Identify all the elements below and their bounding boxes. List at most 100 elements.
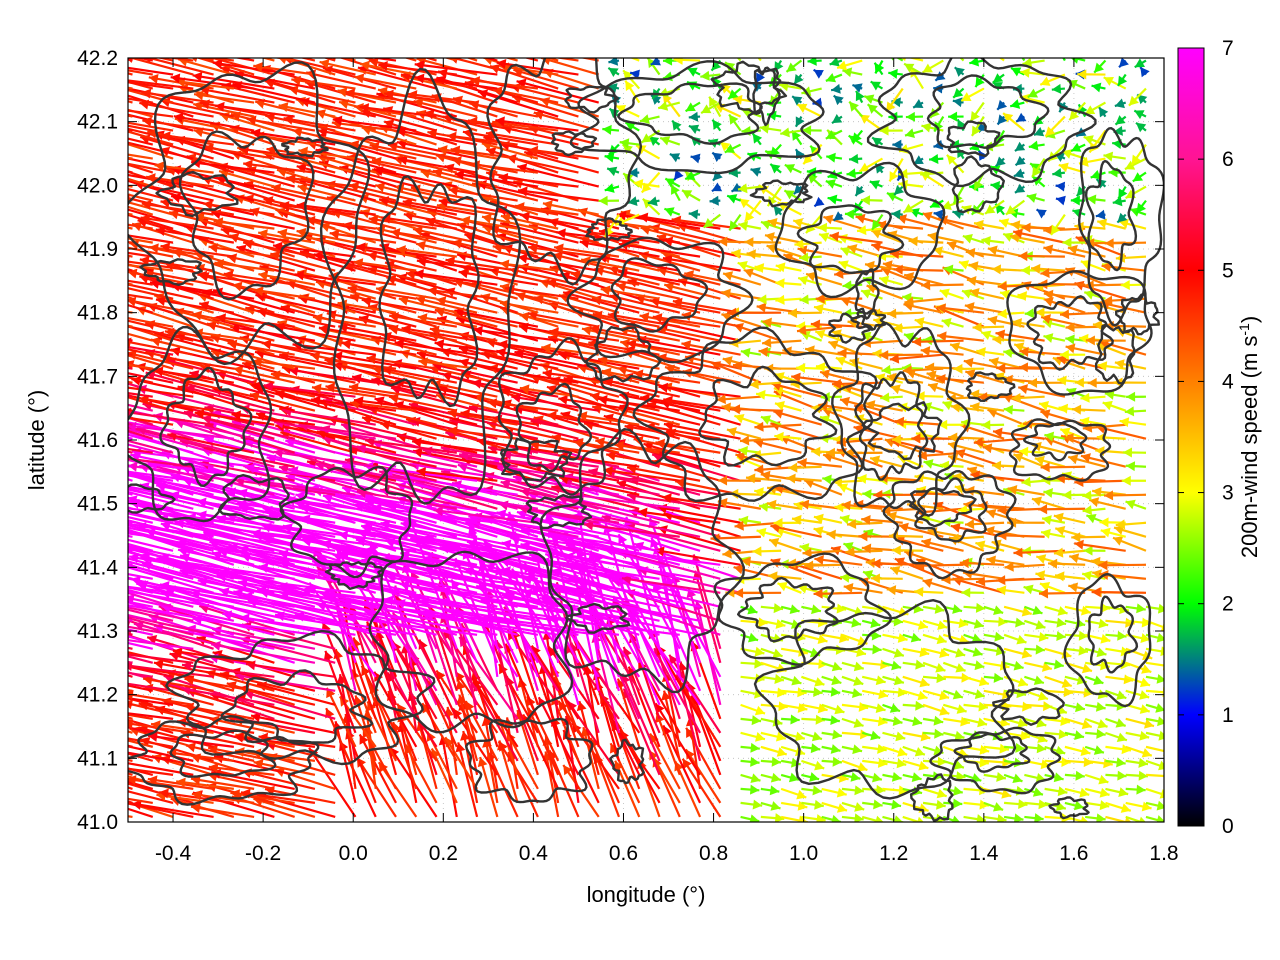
wind-arrow-head bbox=[73, 789, 83, 799]
wind-arrow-head bbox=[1098, 774, 1109, 785]
wind-arrow-head bbox=[56, 682, 66, 692]
wind-arrow-shaft bbox=[396, 483, 518, 524]
wind-arrow-head bbox=[1141, 801, 1152, 812]
wind-arrow-head bbox=[1096, 728, 1106, 739]
wind-arrow-shaft bbox=[518, 677, 539, 748]
wind-arrow-head bbox=[815, 362, 826, 373]
wind-arrow-head bbox=[894, 815, 903, 822]
wind-arrow-head bbox=[986, 508, 997, 519]
wind-arrow-head bbox=[67, 369, 77, 379]
wind-arrow-shaft bbox=[516, 709, 539, 776]
wind-arrow-head bbox=[856, 647, 866, 658]
wind-arrow-shaft bbox=[128, 608, 174, 622]
wind-arrow-shaft bbox=[483, 716, 499, 790]
wind-arrow-head bbox=[85, 215, 95, 225]
wind-arrow-head bbox=[50, 518, 60, 528]
wind-arrow-head bbox=[148, 731, 158, 742]
wind-arrow-head bbox=[813, 687, 823, 697]
wind-arrow-shaft bbox=[592, 518, 701, 552]
wind-arrow-head bbox=[770, 772, 781, 783]
wind-arrow-shaft bbox=[128, 501, 194, 524]
wind-arrow-head bbox=[1156, 632, 1164, 643]
wind-arrow-head bbox=[833, 211, 844, 221]
wind-arrow-shaft bbox=[181, 687, 275, 706]
wind-arrow-head bbox=[1073, 800, 1084, 811]
wind-arrow-head bbox=[37, 506, 47, 516]
wind-arrow-head bbox=[875, 703, 886, 714]
wind-arrow-head bbox=[64, 745, 74, 755]
wind-arrow-head bbox=[128, 719, 134, 730]
wind-arrow-head bbox=[1017, 677, 1028, 687]
wind-arrow-head bbox=[986, 555, 996, 566]
wind-arrow-head bbox=[1089, 497, 1100, 507]
wind-arrow-shaft bbox=[242, 593, 376, 622]
wind-arrow-shaft bbox=[128, 534, 133, 538]
wind-arrow-head bbox=[99, 467, 109, 477]
wind-arrow-head bbox=[232, 281, 243, 292]
wind-arrow-head bbox=[1078, 630, 1089, 641]
wind-arrow-head bbox=[603, 466, 613, 476]
wind-arrow-head bbox=[73, 202, 83, 212]
wind-arrow-shaft bbox=[147, 734, 234, 748]
wind-arrow-shaft bbox=[548, 749, 580, 818]
wind-arrow-head bbox=[661, 690, 671, 701]
wind-arrow-shaft bbox=[518, 506, 620, 524]
wind-arrow-head bbox=[865, 557, 876, 568]
wind-arrow-head bbox=[844, 209, 855, 220]
wind-arrow-shaft bbox=[128, 563, 235, 594]
wind-arrow-shaft bbox=[128, 542, 154, 552]
wind-arrow-head bbox=[739, 435, 750, 446]
wind-arrow-head bbox=[1022, 701, 1032, 712]
wind-arrow-head bbox=[955, 648, 966, 658]
wind-arrow-head bbox=[754, 646, 765, 657]
wind-arrow-shaft bbox=[301, 588, 437, 608]
wind-arrow-shaft bbox=[404, 475, 518, 496]
wind-arrow-shaft bbox=[128, 499, 154, 510]
wind-arrow-head bbox=[802, 547, 812, 558]
wind-arrow-head bbox=[814, 196, 825, 207]
wind-arrow-head bbox=[1050, 224, 1061, 235]
wind-arrow-head bbox=[709, 195, 719, 206]
wind-arrow-head bbox=[796, 789, 807, 800]
wind-arrow-head bbox=[1015, 617, 1025, 628]
wind-arrow-head bbox=[1122, 447, 1133, 458]
wind-arrow-shaft bbox=[128, 547, 194, 566]
wind-arrow-shaft bbox=[316, 602, 437, 636]
wind-arrow-head bbox=[1021, 648, 1032, 659]
wind-arrow-shaft bbox=[325, 687, 357, 748]
wind-arrow-head bbox=[42, 620, 52, 630]
wind-arrow-head bbox=[870, 573, 880, 584]
wind-arrow-shaft bbox=[131, 450, 255, 468]
wind-arrow-head bbox=[1115, 718, 1126, 728]
wind-arrow-head bbox=[939, 706, 950, 716]
wind-arrow-head bbox=[919, 677, 930, 688]
wind-arrow-shaft bbox=[1091, 590, 1146, 594]
wind-arrow-head bbox=[854, 785, 864, 796]
wind-arrow-shaft bbox=[400, 552, 539, 580]
wind-arrow-head bbox=[718, 475, 728, 486]
wind-arrow-head bbox=[1079, 333, 1089, 344]
wind-arrow-head bbox=[477, 757, 488, 768]
wind-arrow-head bbox=[799, 294, 809, 305]
wind-arrow-shaft bbox=[136, 582, 275, 608]
wind-arrow-shaft bbox=[495, 639, 519, 734]
wind-arrow-head bbox=[97, 451, 107, 461]
wind-arrow-head bbox=[810, 319, 821, 330]
wind-arrow-head bbox=[836, 787, 847, 798]
wind-arrow-head bbox=[853, 661, 864, 672]
wind-arrow-head bbox=[1091, 587, 1101, 598]
wind-arrow-head bbox=[762, 337, 772, 348]
wind-arrow-head bbox=[886, 585, 897, 596]
wind-arrow-head bbox=[752, 133, 763, 144]
wind-arrow-head bbox=[797, 687, 807, 698]
wind-arrow-head bbox=[1116, 757, 1126, 768]
wind-arrow-head bbox=[72, 460, 82, 470]
wind-arrow-head bbox=[1079, 787, 1090, 798]
wind-arrow-head bbox=[1036, 554, 1047, 564]
wind-arrow-shaft bbox=[128, 614, 154, 622]
wind-arrow-head bbox=[996, 363, 1006, 374]
wind-arrow-head bbox=[851, 617, 862, 628]
wind-arrow-head bbox=[1031, 496, 1043, 507]
wind-arrow-head bbox=[841, 500, 851, 511]
wind-arrow-head bbox=[745, 473, 756, 484]
